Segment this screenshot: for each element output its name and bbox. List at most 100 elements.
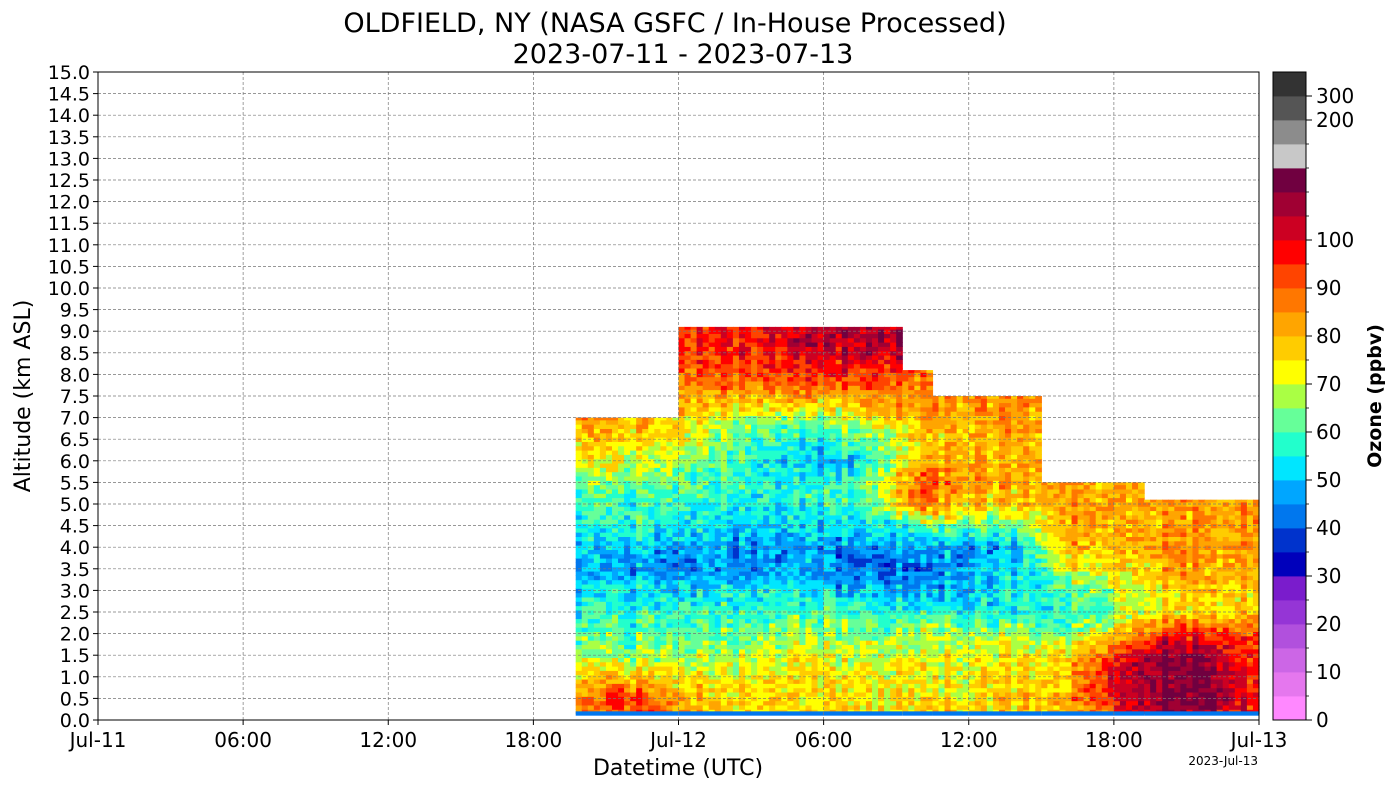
heatmap-cell <box>666 618 674 624</box>
heatmap-cell <box>878 342 885 347</box>
heatmap-cell <box>745 596 752 602</box>
heatmap-cell <box>678 329 686 334</box>
heatmap-cell <box>708 342 716 347</box>
heatmap-cell <box>793 393 801 399</box>
heatmap-cell <box>841 558 849 563</box>
heatmap-cell <box>581 484 589 490</box>
heatmap-cell <box>926 661 934 667</box>
heatmap-cell <box>872 700 879 706</box>
heatmap-cell <box>732 687 740 693</box>
heatmap-cell <box>890 605 897 611</box>
heatmap-cell <box>902 488 909 494</box>
heatmap-cell <box>902 432 909 438</box>
heatmap-cell <box>708 601 716 607</box>
heatmap-cell <box>666 622 674 628</box>
heatmap-cell <box>890 406 897 412</box>
heatmap-cell <box>920 424 928 429</box>
heatmap-cell <box>763 506 770 512</box>
heatmap-cell <box>884 618 891 624</box>
heatmap-cell <box>829 700 837 706</box>
heatmap-cell <box>878 450 885 455</box>
heatmap-cell <box>914 376 921 382</box>
heatmap-cell <box>859 627 867 633</box>
heatmap-cell <box>920 454 928 460</box>
heatmap-cell <box>702 497 710 503</box>
heatmap-cell <box>865 428 873 434</box>
heatmap-cell <box>890 601 897 607</box>
heatmap-cell <box>853 445 861 451</box>
heatmap-cell <box>581 493 589 499</box>
heatmap-cell <box>878 666 885 671</box>
heatmap-cell <box>630 514 637 520</box>
heatmap-cell <box>714 367 722 373</box>
heatmap-cell <box>593 640 601 645</box>
heatmap-cell <box>908 462 915 468</box>
heatmap-cell <box>642 678 649 684</box>
heatmap-cell <box>878 549 885 555</box>
heatmap-cell <box>787 558 794 563</box>
heatmap-cell <box>853 566 861 572</box>
heatmap-cell <box>648 661 655 667</box>
heatmap-cell <box>648 691 655 697</box>
heatmap-cell <box>787 333 794 339</box>
heatmap-cell <box>799 333 807 339</box>
heatmap-cell <box>581 622 589 628</box>
heatmap-cell <box>793 398 801 404</box>
heatmap-cell <box>793 657 801 663</box>
heatmap-cell <box>763 411 770 417</box>
heatmap-cell <box>829 350 837 356</box>
chart-title: OLDFIELD, NY (NASA GSFC / In-House Proce… <box>343 8 1006 39</box>
heatmap-cell <box>678 441 686 447</box>
heatmap-cell <box>660 475 668 481</box>
heatmap-cell <box>696 627 704 633</box>
heatmap-cell <box>859 640 867 645</box>
heatmap-cell <box>787 342 794 347</box>
heatmap-cell <box>593 523 601 529</box>
heatmap-cell <box>781 614 788 620</box>
heatmap-cell <box>914 458 921 464</box>
heatmap-cell <box>817 583 825 589</box>
heatmap-cell <box>896 614 903 620</box>
heatmap-cell <box>618 484 625 490</box>
heatmap-cell <box>624 523 631 529</box>
heatmap-cell <box>890 376 897 382</box>
heatmap-cell <box>865 683 873 689</box>
heatmap-cell <box>624 644 631 650</box>
heatmap-cell <box>829 376 837 382</box>
heatmap-cell <box>859 687 867 693</box>
heatmap-cell <box>708 354 716 360</box>
heatmap-cell <box>926 462 934 468</box>
heatmap-cell <box>666 510 674 516</box>
heatmap-cell <box>932 510 940 516</box>
heatmap-cell <box>847 432 855 438</box>
heatmap-cell <box>793 342 801 347</box>
heatmap-cell <box>853 545 861 550</box>
heatmap-cell <box>708 631 716 637</box>
heatmap-cell <box>624 614 631 620</box>
heatmap-cell <box>732 333 740 339</box>
heatmap-cell <box>757 419 764 425</box>
heatmap-cell <box>672 605 680 611</box>
heatmap-cell <box>690 605 698 611</box>
heatmap-cell <box>672 648 680 654</box>
heatmap-cell <box>829 540 837 546</box>
heatmap-cell <box>932 411 940 417</box>
heatmap-cell <box>587 592 595 598</box>
heatmap-cell <box>799 424 807 429</box>
heatmap-cell <box>908 640 915 645</box>
heatmap-cell <box>908 488 915 494</box>
heatmap-cell <box>720 670 728 676</box>
heatmap-cell <box>769 657 776 663</box>
heatmap-cell <box>593 506 601 512</box>
heatmap-cell <box>811 575 819 581</box>
heatmap-cell <box>745 342 752 347</box>
heatmap-cell <box>738 670 746 676</box>
heatmap-cell <box>914 385 921 391</box>
heatmap-cell <box>865 532 873 537</box>
heatmap-cell <box>738 458 746 464</box>
heatmap-cell <box>720 562 728 568</box>
heatmap-cell <box>611 622 619 628</box>
heatmap-cell <box>745 575 752 581</box>
heatmap-cell <box>660 514 668 520</box>
heatmap-cell <box>593 614 601 620</box>
